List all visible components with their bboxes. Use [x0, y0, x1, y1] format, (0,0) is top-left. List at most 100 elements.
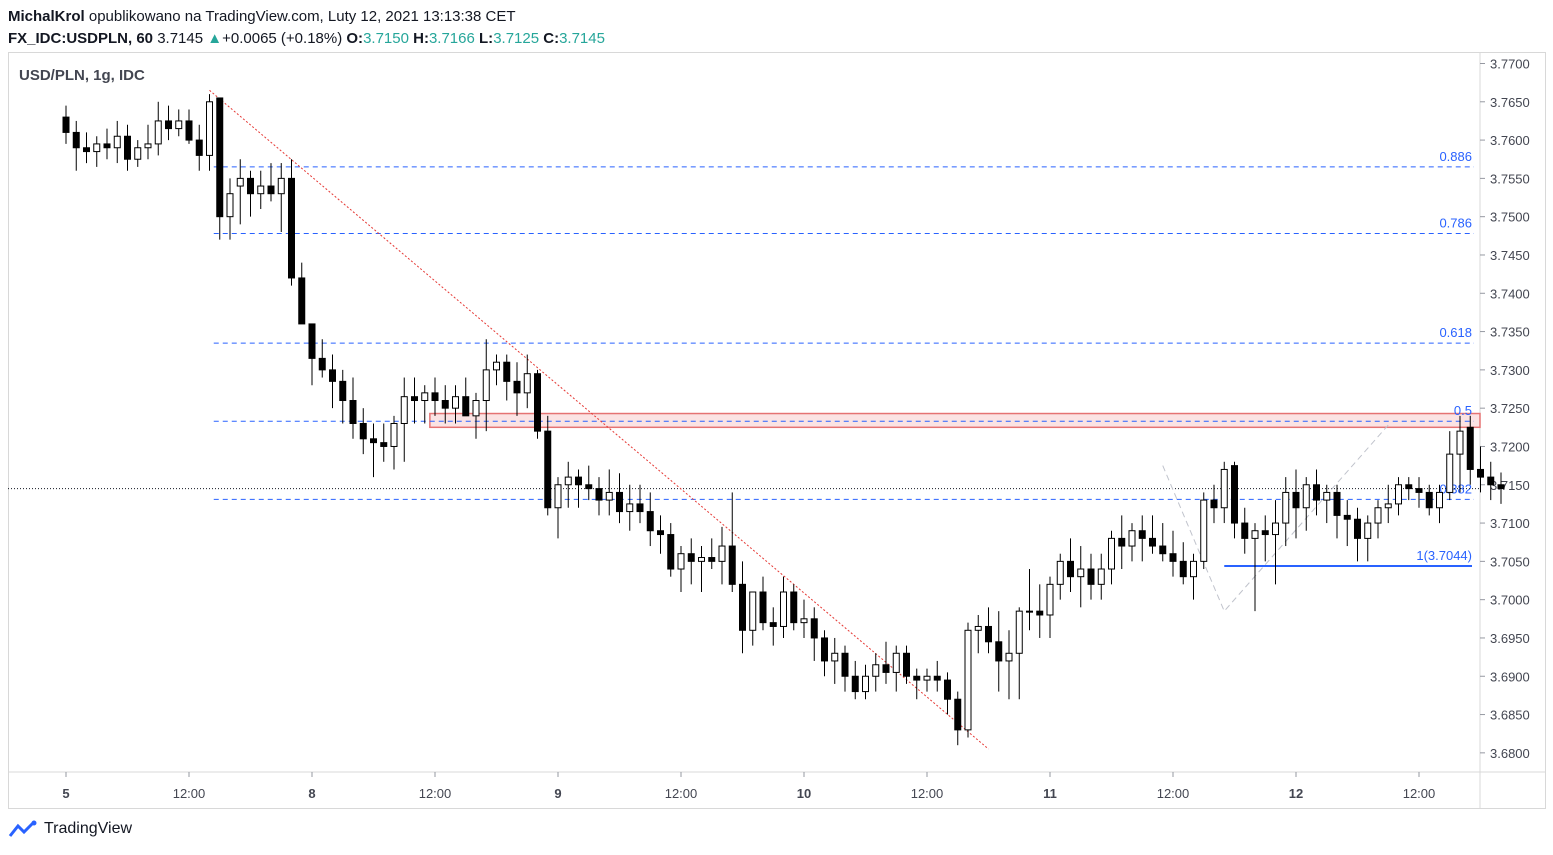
candle-body — [1354, 518, 1361, 539]
time-tick-label: 8 — [308, 786, 315, 801]
candle-body — [769, 622, 777, 627]
candle-body — [134, 147, 142, 160]
candle-body — [1097, 568, 1105, 585]
candle-body — [1190, 560, 1197, 578]
candle-body — [103, 143, 111, 149]
candle-body — [452, 396, 459, 409]
candle-body — [554, 484, 562, 509]
candle-body — [985, 625, 992, 643]
candle-body — [1128, 530, 1136, 547]
candle-body — [431, 392, 439, 402]
candle-body — [1395, 484, 1402, 505]
resistance-zone[interactable] — [429, 412, 1481, 429]
quote-line: FX_IDC:USDPLN, 60 3.7145 ▲+0.0065 (+0.18… — [8, 28, 605, 50]
symbol-name: FX_IDC:USDPLN, 60 — [8, 30, 154, 47]
candle-body — [421, 392, 429, 402]
price-tick-label: 3.7150 — [1490, 478, 1530, 493]
candle-body — [882, 664, 890, 673]
candle-body — [1272, 522, 1279, 536]
candle-body — [1436, 491, 1443, 509]
candle-body — [1466, 426, 1474, 470]
candle-body — [308, 323, 316, 359]
candle-body — [329, 369, 336, 382]
author-name[interactable]: MichalKrol — [8, 8, 85, 25]
candle-body — [216, 97, 224, 218]
candle-body — [1261, 530, 1269, 536]
candle-body — [759, 591, 767, 624]
candle-body — [277, 177, 285, 195]
candle-body — [841, 652, 849, 677]
candle-body — [1323, 491, 1331, 501]
candle-body — [380, 442, 388, 447]
price-tick-label: 3.7400 — [1490, 286, 1530, 301]
candle-body — [872, 664, 880, 677]
candle-body — [1077, 568, 1085, 578]
candle-body — [441, 400, 449, 409]
candle-body — [1210, 499, 1218, 509]
candle-body — [708, 557, 716, 562]
tradingview-logo-icon — [8, 820, 37, 837]
price-tick-label: 3.7200 — [1490, 439, 1530, 454]
candle-body — [400, 396, 408, 424]
candle-body — [257, 185, 265, 195]
candle-body — [1292, 491, 1300, 509]
candle-body — [83, 147, 90, 153]
candle-body — [585, 484, 593, 490]
candle-body — [821, 637, 828, 662]
high-value: 3.7166 — [428, 30, 475, 47]
candle-body — [1282, 491, 1290, 524]
candle-body — [1333, 491, 1341, 516]
high-label: H: — [413, 30, 429, 47]
price-tick-label: 3.6950 — [1490, 631, 1530, 646]
candle-body — [349, 400, 357, 424]
candle-body — [995, 641, 1003, 662]
candle-body — [575, 476, 582, 486]
candle-body — [831, 652, 839, 662]
time-tick-label: 12 — [1289, 786, 1303, 801]
candle-body — [93, 143, 101, 153]
fib-level-label: 1(3.7044) — [1416, 548, 1472, 563]
candle-body — [1477, 468, 1484, 478]
price-chart[interactable]: 3.7700 3.7650 3.7600 3.7550 3.7500 3.7450 3.74… — [8, 52, 1546, 809]
candle-body — [390, 422, 398, 447]
candle-body — [862, 675, 869, 693]
time-tick-label: 12:00 — [1403, 786, 1436, 801]
candle-body — [1015, 610, 1023, 654]
candle-body — [72, 131, 80, 149]
candle-body — [616, 491, 623, 513]
fib-level-label: 0.786 — [1439, 216, 1472, 231]
candle-body — [892, 652, 900, 673]
candle-body — [493, 361, 500, 371]
publish-line: MichalKrol opublikowano na TradingView.c… — [8, 6, 605, 28]
time-tick-label: 11 — [1043, 786, 1057, 801]
candle-body — [1405, 484, 1413, 490]
candle-body — [1046, 583, 1054, 616]
candle-body — [728, 545, 736, 585]
candle-body — [810, 618, 818, 639]
candle-body — [1456, 430, 1464, 455]
candle-body — [636, 503, 644, 513]
open-value: 3.7150 — [363, 30, 409, 47]
price-tick-label: 3.7350 — [1490, 325, 1530, 340]
candle-body — [1231, 465, 1238, 524]
time-tick-label: 12:00 — [173, 786, 206, 801]
fib-level-label: 0.618 — [1439, 325, 1472, 340]
candle-body — [1497, 484, 1505, 490]
symbol-label: USD/PLN, 1g, IDC — [19, 67, 145, 84]
candle-body — [523, 373, 531, 394]
candle-body — [1313, 484, 1320, 501]
time-tick-label: 5 — [62, 786, 69, 801]
candle-body — [646, 511, 654, 532]
candle-body — [267, 185, 275, 195]
candle-body — [226, 193, 234, 218]
time-tick-label: 12:00 — [1157, 786, 1190, 801]
candle-body — [1364, 522, 1372, 539]
candle-body — [144, 143, 152, 149]
candle-body — [1067, 560, 1074, 578]
candle-body — [1343, 514, 1351, 520]
time-tick-label: 12:00 — [419, 786, 452, 801]
candle-body — [1415, 488, 1423, 493]
candle-body — [339, 380, 347, 402]
candle-body — [124, 135, 131, 160]
footer: TradingView — [8, 820, 132, 838]
